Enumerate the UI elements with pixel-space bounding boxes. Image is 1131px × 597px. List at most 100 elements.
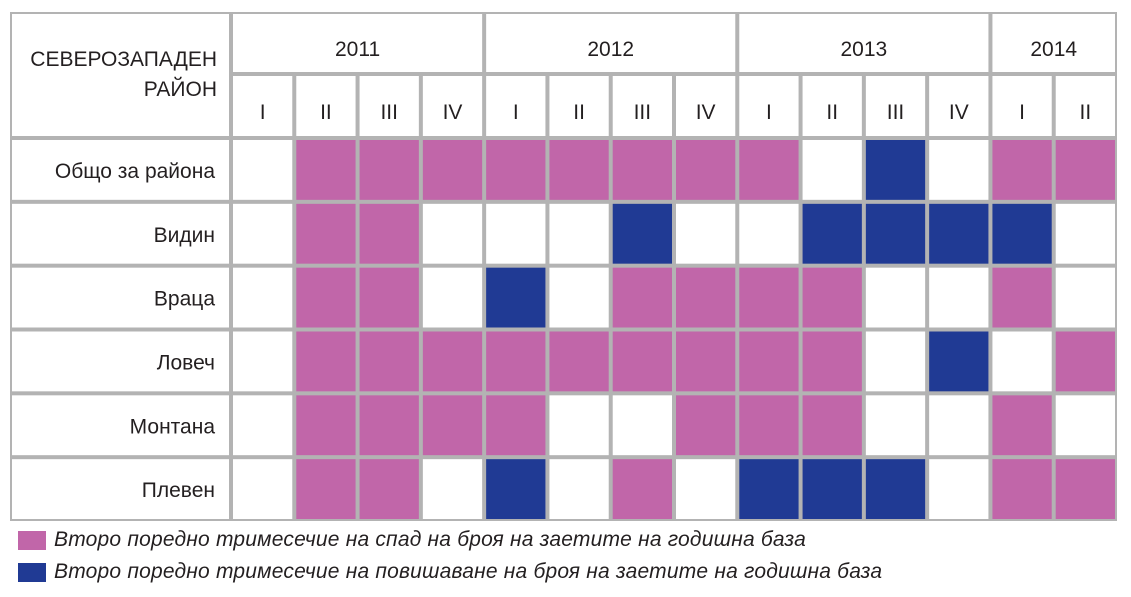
row-label-cell bbox=[12, 331, 229, 392]
quarter-header-cell bbox=[802, 76, 862, 136]
quarter-label: II bbox=[1080, 101, 1092, 124]
year-header-cell bbox=[486, 14, 736, 72]
heatmap-cell bbox=[422, 203, 483, 264]
heatmap-cell bbox=[612, 267, 672, 328]
quarter-header-cell bbox=[296, 76, 356, 136]
heatmap-cell bbox=[1055, 331, 1115, 392]
heatmap-cell bbox=[992, 203, 1052, 264]
legend-swatch-increase bbox=[18, 562, 46, 582]
heatmap-cell bbox=[676, 267, 736, 328]
heatmap-cell bbox=[612, 140, 672, 200]
heatmap-cell bbox=[233, 267, 293, 328]
row-label-cell bbox=[12, 140, 229, 200]
heatmap-cell bbox=[359, 140, 419, 200]
heatmap-cell bbox=[929, 395, 989, 456]
heatmap-cell bbox=[802, 331, 862, 392]
legend-item-decrease: Второ поредно тримесечие на спад на броя… bbox=[18, 528, 806, 552]
heatmap-cell bbox=[802, 140, 862, 200]
year-header-cell bbox=[739, 14, 989, 72]
heatmap-cell bbox=[422, 395, 483, 456]
quarter-label: IV bbox=[696, 101, 716, 124]
corner-label-line: СЕВЕРОЗАПАДЕН bbox=[30, 48, 217, 71]
heatmap-cell bbox=[549, 459, 609, 519]
quarter-label: I bbox=[1019, 101, 1025, 124]
year-header-cell bbox=[233, 14, 483, 72]
row-label: Видин bbox=[154, 224, 215, 247]
quarter-header-cell bbox=[676, 76, 736, 136]
quarter-header-cell bbox=[612, 76, 672, 136]
quarter-label: II bbox=[320, 101, 332, 124]
legend-label-decrease: Второ поредно тримесечие на спад на броя… bbox=[54, 528, 806, 551]
quarter-header-cell bbox=[929, 76, 989, 136]
heatmap-cell bbox=[992, 459, 1052, 519]
heatmap-cell bbox=[549, 395, 609, 456]
quarter-header-cell bbox=[359, 76, 419, 136]
heatmap-cell bbox=[739, 267, 799, 328]
heatmap-cell bbox=[549, 140, 609, 200]
heatmap-cell bbox=[865, 203, 926, 264]
heatmap-cell bbox=[929, 459, 989, 519]
heatmap-cell bbox=[486, 459, 546, 519]
heatmap-cell bbox=[612, 395, 672, 456]
row-label-cell bbox=[12, 203, 229, 264]
heatmap-cell bbox=[296, 331, 356, 392]
heatmap-cell bbox=[486, 267, 546, 328]
heatmap-cell bbox=[296, 203, 356, 264]
row-label: Ловеч bbox=[157, 351, 215, 374]
heatmap-cell bbox=[929, 140, 989, 200]
quarter-label: III bbox=[634, 101, 652, 124]
heatmap-cell bbox=[929, 331, 989, 392]
heatmap-cell bbox=[739, 459, 799, 519]
quarter-header-cell bbox=[549, 76, 609, 136]
quarter-header-cell bbox=[486, 76, 546, 136]
quarter-header-cell bbox=[992, 76, 1052, 136]
legend-label-increase: Второ поредно тримесечие на повишаване н… bbox=[54, 560, 883, 583]
heatmap-cell bbox=[1055, 140, 1115, 200]
heatmap-cell bbox=[612, 459, 672, 519]
heatmap-cell bbox=[865, 459, 926, 519]
heatmap-cell bbox=[865, 331, 926, 392]
heatmap-cell bbox=[1055, 203, 1115, 264]
heatmap-cell bbox=[296, 459, 356, 519]
heatmap-cell bbox=[486, 203, 546, 264]
heatmap-cell bbox=[422, 331, 483, 392]
heatmap-cell bbox=[1055, 459, 1115, 519]
quarter-header-cell bbox=[865, 76, 926, 136]
heatmap-cell bbox=[233, 331, 293, 392]
heatmap-cell bbox=[359, 395, 419, 456]
heatmap-cell bbox=[296, 140, 356, 200]
year-label: 2012 bbox=[587, 38, 634, 61]
heatmap-cell bbox=[865, 395, 926, 456]
heatmap-cell bbox=[422, 459, 483, 519]
heatmap-cell bbox=[992, 331, 1052, 392]
row-label-cell bbox=[12, 395, 229, 456]
heatmap-cell bbox=[739, 395, 799, 456]
heatmap-cell bbox=[739, 331, 799, 392]
heatmap-cell bbox=[549, 331, 609, 392]
quarter-label: III bbox=[380, 101, 398, 124]
heatmap-cell bbox=[802, 203, 862, 264]
heatmap-cell bbox=[992, 395, 1052, 456]
row-label: Общо за района bbox=[55, 160, 215, 183]
quarter-header-cell bbox=[739, 76, 799, 136]
heatmap-cell bbox=[676, 395, 736, 456]
row-label-cell bbox=[12, 267, 229, 328]
heatmap-cell bbox=[422, 140, 483, 200]
quarter-header-cell bbox=[1055, 76, 1115, 136]
heatmap-cell bbox=[739, 203, 799, 264]
heatmap-cell bbox=[549, 203, 609, 264]
legend-item-increase: Второ поредно тримесечие на повишаване н… bbox=[18, 560, 882, 584]
quarter-label: II bbox=[573, 101, 585, 124]
heatmap-cell bbox=[676, 459, 736, 519]
heatmap-cell bbox=[802, 459, 862, 519]
year-label: 2013 bbox=[840, 38, 887, 61]
quarter-label: I bbox=[766, 101, 772, 124]
heatmap-cell bbox=[612, 203, 672, 264]
quarter-header-cell bbox=[422, 76, 483, 136]
quarter-label: IV bbox=[443, 101, 463, 124]
heatmap-cell bbox=[359, 459, 419, 519]
heatmap-cell bbox=[802, 395, 862, 456]
heatmap-cell bbox=[676, 203, 736, 264]
corner-label-line: РАЙОН bbox=[144, 77, 217, 101]
